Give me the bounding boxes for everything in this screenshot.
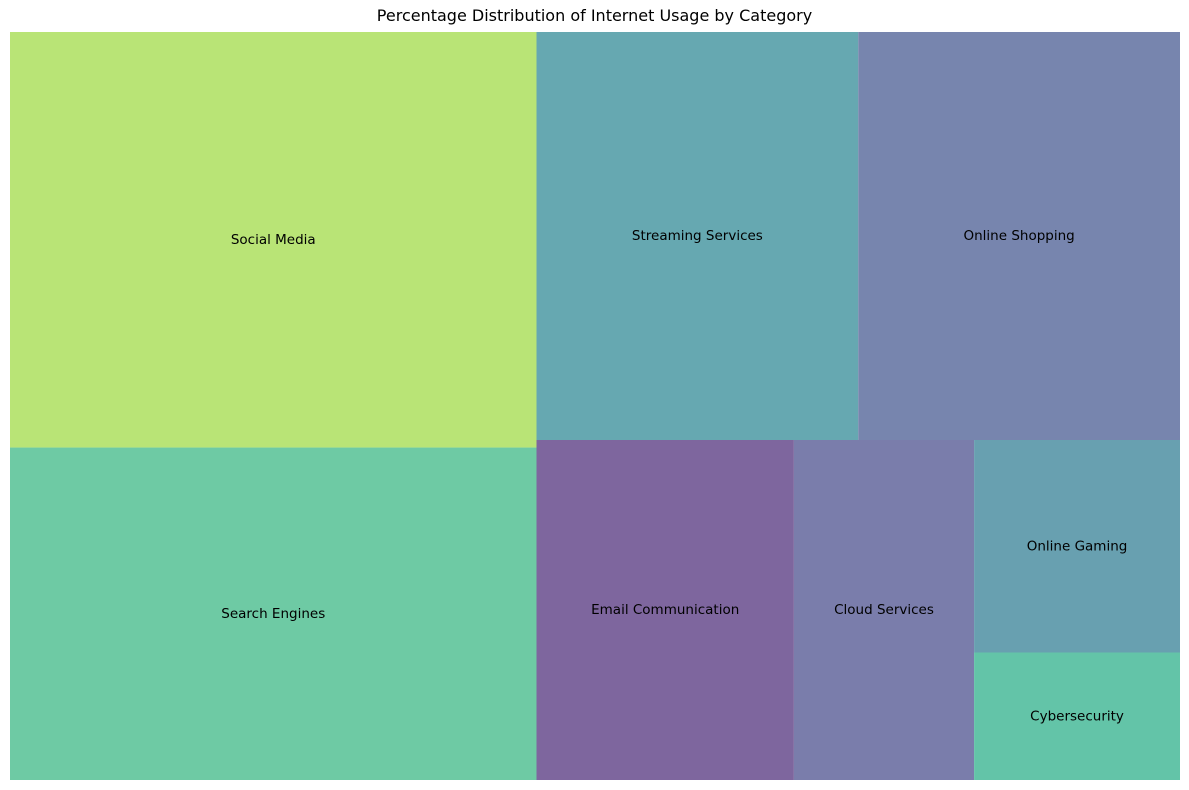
tile-online-shopping [858,32,1180,440]
tile-cybersecurity [974,652,1180,780]
tile-label-cloud-services: Cloud Services [834,602,934,618]
tile-cloud-services [793,440,975,780]
tile-streaming-services [536,32,859,440]
tile-search-engines [10,447,537,780]
tile-label-search-engines: Search Engines [221,606,325,622]
tile-label-online-shopping: Online Shopping [964,228,1075,244]
chart-title: Percentage Distribution of Internet Usag… [376,6,813,25]
tile-email-communication [536,440,794,780]
tile-label-cybersecurity: Cybersecurity [1030,708,1124,724]
tile-label-streaming-services: Streaming Services [632,228,763,244]
tile-social-media [10,32,537,448]
treemap-plot-area: Social Media Search Engines Streaming Serv… [10,32,1180,780]
tile-online-gaming [974,440,1180,653]
tile-label-social-media: Social Media [231,232,316,248]
tile-label-email-communication: Email Communication [591,602,739,618]
tile-label-online-gaming: Online Gaming [1027,538,1128,554]
